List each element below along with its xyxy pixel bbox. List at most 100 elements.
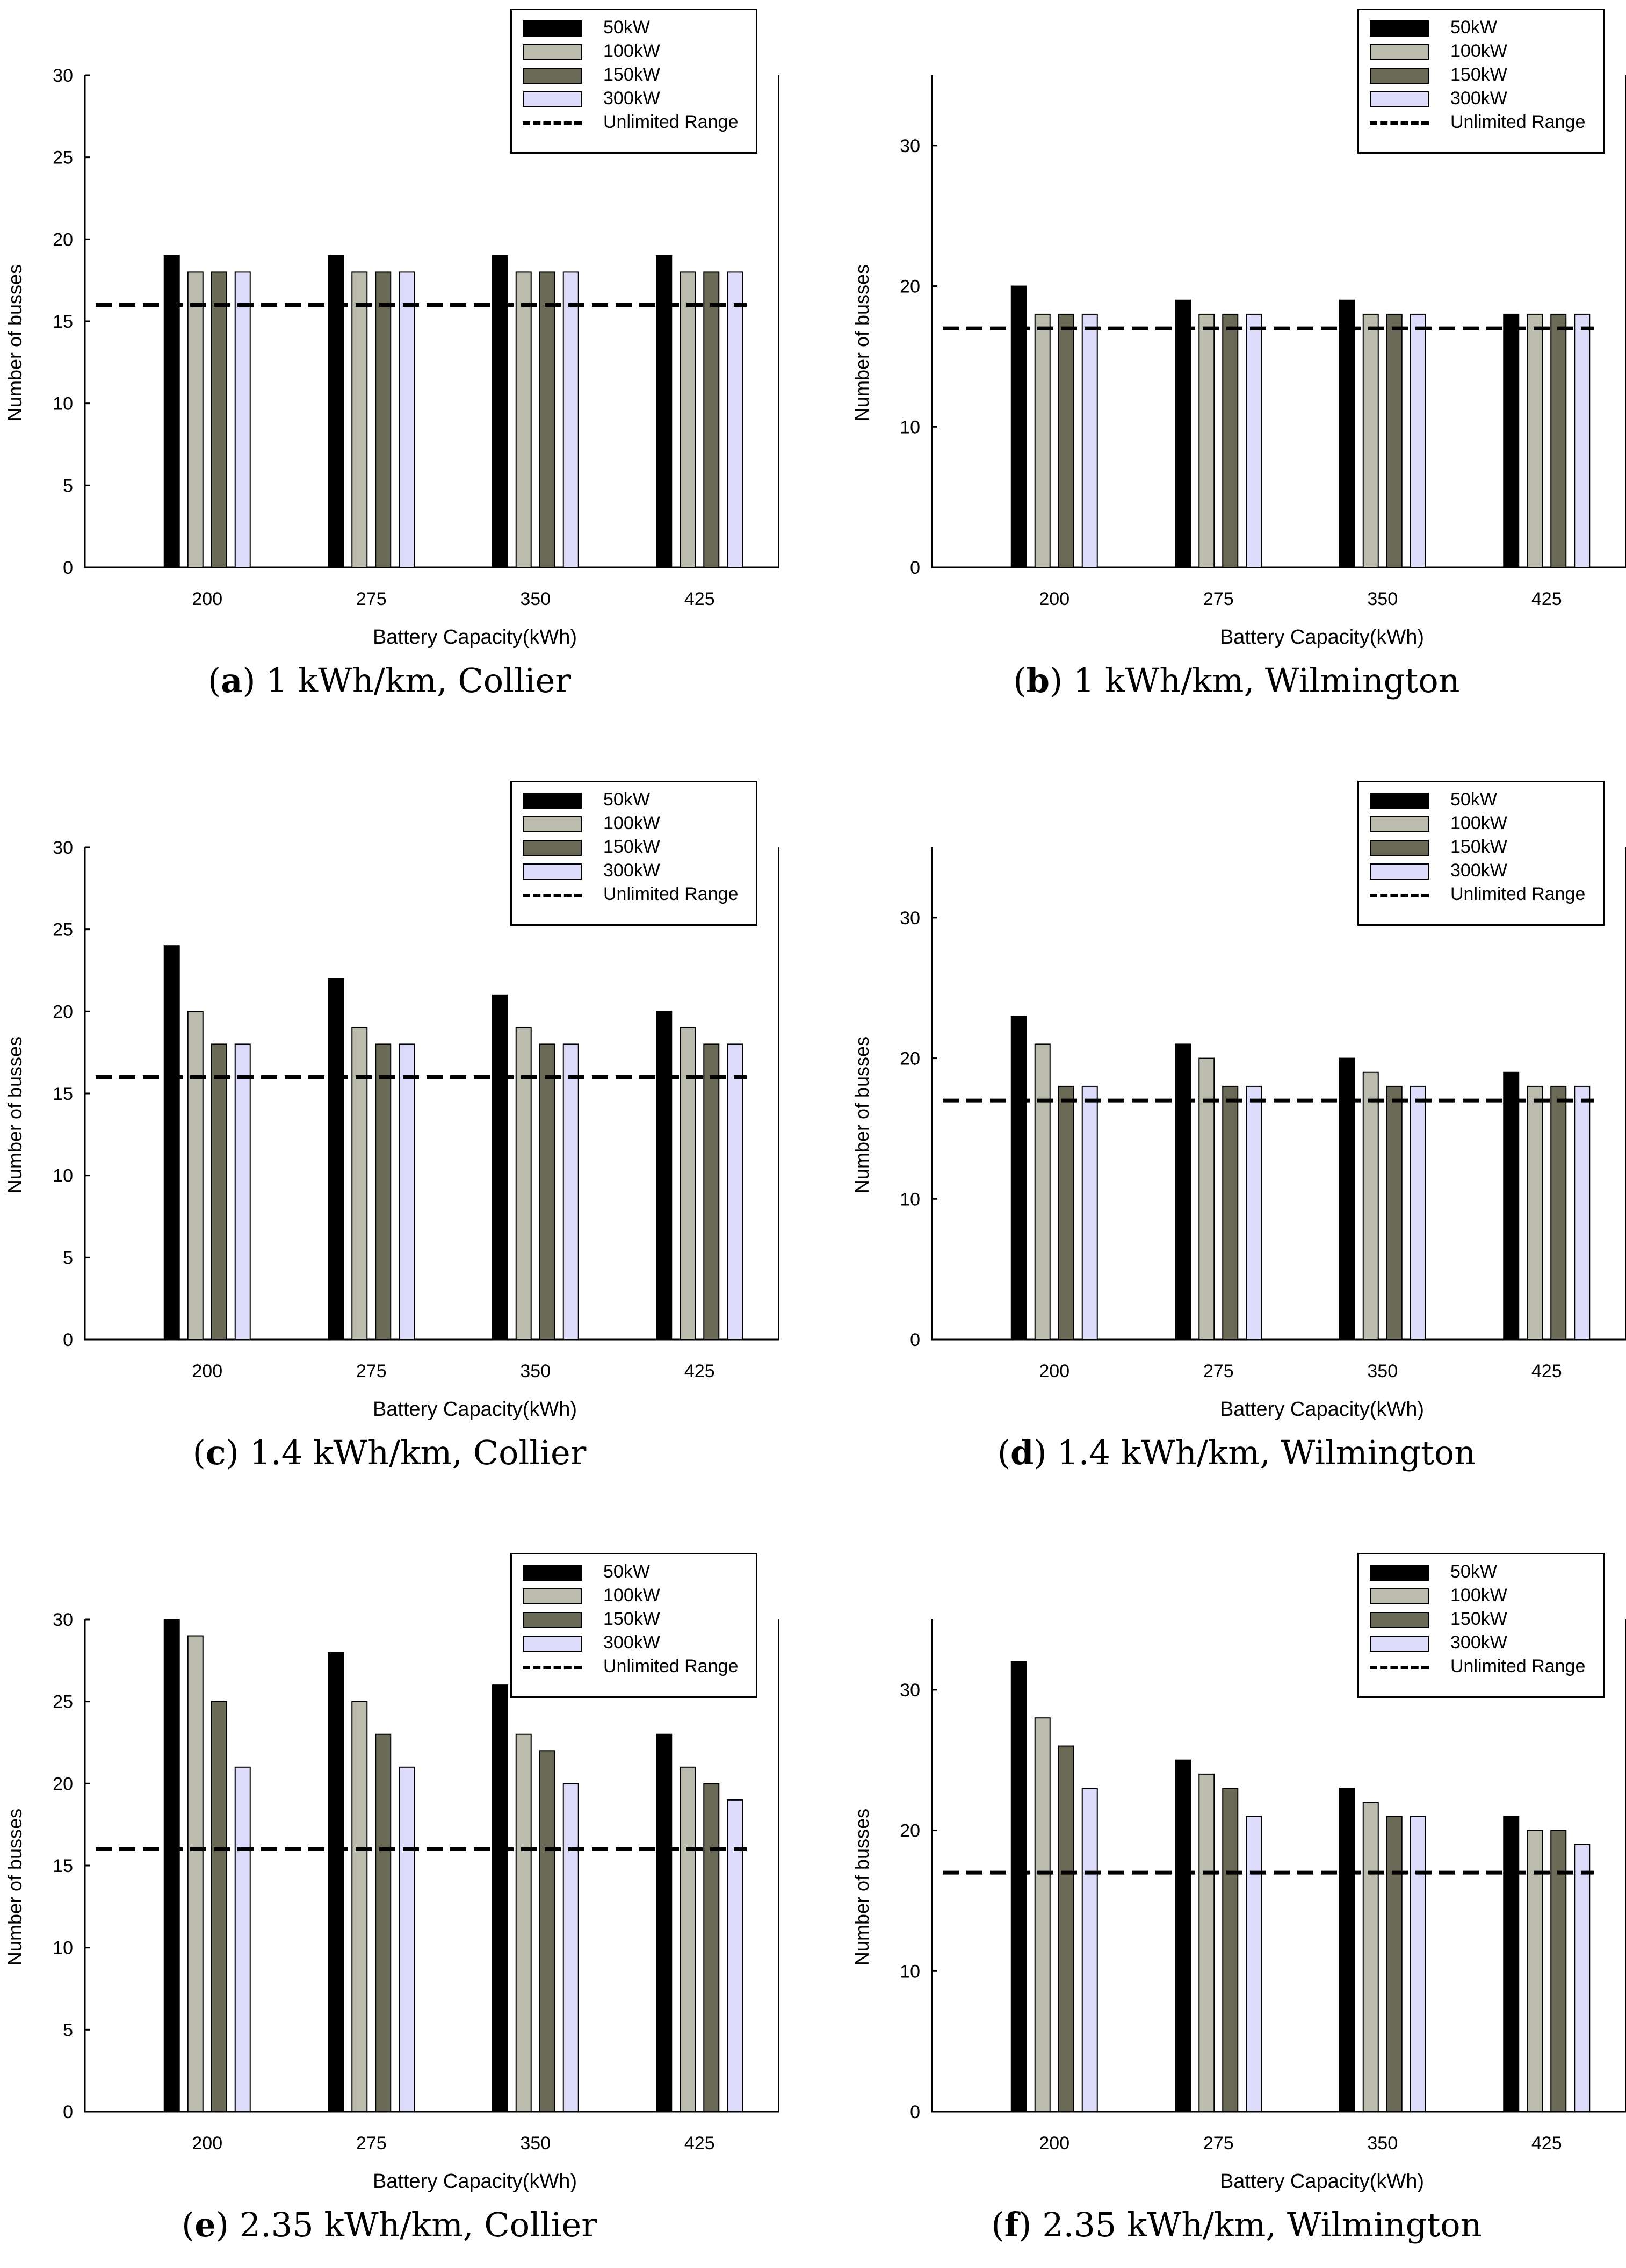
chart-svg-f: 0 10 20 30 Number of busses 200 275 350 425 Batte… xyxy=(851,1619,1626,2193)
y-tick-label: 0 xyxy=(63,2102,73,2122)
bar-300kW-200 xyxy=(1081,1085,1098,1341)
legend-swatch xyxy=(523,1612,582,1628)
legend-dash-line xyxy=(1370,121,1429,125)
y-axis-title: Number of busses xyxy=(4,1036,26,1193)
y-tick-label: 0 xyxy=(910,1330,920,1350)
bar-150kW-425 xyxy=(703,271,720,568)
x-tick-label: 200 xyxy=(192,1361,222,1381)
y-tick-label: 30 xyxy=(53,66,73,86)
legend-label: 50kW xyxy=(1450,789,1497,810)
legend-swatch xyxy=(1370,793,1429,809)
legend-label: 300kW xyxy=(1450,88,1507,109)
bar-100kW-275 xyxy=(1198,1057,1215,1340)
y-axis-title: Number of busses xyxy=(4,1809,26,1965)
legend-label: 300kW xyxy=(603,88,660,109)
chart-svg-a: 0 5 10 15 20 25 30 Number of busses 200 275 350 425… xyxy=(4,66,779,649)
x-tick-label: 275 xyxy=(1203,1361,1234,1381)
legend-swatch xyxy=(523,1588,582,1604)
bar-100kW-425 xyxy=(680,1027,696,1341)
legend-dash-line xyxy=(523,121,582,125)
bar-100kW-425 xyxy=(680,271,696,568)
legend-label: 300kW xyxy=(603,860,660,881)
caption-paren: ) xyxy=(215,2205,240,2244)
bar-300kW-425 xyxy=(727,271,743,568)
bar-150kW-350 xyxy=(1386,1085,1403,1341)
bar-100kW-275 xyxy=(351,1701,368,2112)
legend-label: 150kW xyxy=(603,837,660,857)
y-tick-label: 0 xyxy=(910,558,920,578)
bar-300kW-275 xyxy=(399,1766,415,2112)
legend-swatch xyxy=(1370,816,1429,832)
legend-item: 50kW xyxy=(512,17,756,40)
bar-50kW-275 xyxy=(1175,1043,1191,1340)
caption-text: 1 kWh/km, Wilmington xyxy=(1073,661,1460,700)
bar-50kW-200 xyxy=(163,945,180,1340)
bar-50kW-275 xyxy=(1175,299,1191,568)
caption-paren: ) xyxy=(1018,2205,1043,2244)
bar-50kW-350 xyxy=(1339,1788,1355,2112)
bar-50kW-425 xyxy=(1503,1071,1520,1340)
bar-100kW-275 xyxy=(351,271,368,568)
y-axis-title: Number of busses xyxy=(851,1809,873,1965)
x-tick-label: 350 xyxy=(1367,589,1398,609)
legend-swatch xyxy=(523,1565,582,1581)
bar-150kW-350 xyxy=(539,1043,555,1340)
caption-letter: e xyxy=(194,2205,216,2244)
x-tick-label: 350 xyxy=(520,589,551,609)
bar-150kW-200 xyxy=(1058,1745,1074,2112)
bar-150kW-350 xyxy=(539,271,555,568)
legend-item: 100kW xyxy=(512,1585,756,1608)
bar-150kW-275 xyxy=(375,1733,392,2112)
legend-label: Unlimited Range xyxy=(603,112,739,132)
bar-150kW-275 xyxy=(1222,1085,1239,1341)
bar-300kW-275 xyxy=(399,271,415,568)
x-axis-title: Battery Capacity(kWh) xyxy=(373,2170,577,2193)
panel-caption: (c) 1.4 kWh/km, Collier xyxy=(0,1433,779,1472)
y-tick-label: 30 xyxy=(53,838,73,858)
caption-paren: ) xyxy=(226,1433,250,1472)
y-tick-label: 20 xyxy=(53,1774,73,1794)
x-axis-title: Battery Capacity(kWh) xyxy=(1220,626,1424,649)
bar-50kW-425 xyxy=(656,255,673,568)
caption-letter: f xyxy=(1004,2205,1019,2244)
bar-300kW-425 xyxy=(1574,313,1591,568)
panel-caption: (d) 1.4 kWh/km, Wilmington xyxy=(847,1433,1626,1472)
legend-label: Unlimited Range xyxy=(603,1656,739,1676)
bar-300kW-200 xyxy=(1081,1788,1098,2112)
legend-label: 50kW xyxy=(1450,17,1497,38)
x-axis-title: Battery Capacity(kWh) xyxy=(1220,2170,1424,2193)
bar-300kW-425 xyxy=(727,1043,743,1340)
y-tick-label: 20 xyxy=(53,1002,73,1022)
bar-50kW-350 xyxy=(492,994,508,1340)
y-tick-label: 20 xyxy=(900,277,920,297)
bar-50kW-350 xyxy=(1339,299,1355,568)
x-tick-label: 425 xyxy=(684,1361,715,1381)
legend-swatch xyxy=(523,840,582,856)
y-tick-label: 15 xyxy=(53,1856,73,1876)
y-tick-label: 10 xyxy=(53,1166,73,1186)
panel-caption: (f) 2.35 kWh/km, Wilmington xyxy=(847,2205,1626,2244)
chart-svg-b: 0 10 20 30 Number of busses 200 275 350 425 Batte… xyxy=(851,75,1626,649)
bar-100kW-200 xyxy=(187,271,204,568)
bar-100kW-350 xyxy=(515,271,532,568)
caption-paren: ( xyxy=(997,1433,1011,1472)
caption-paren: ( xyxy=(1013,661,1027,700)
caption-letter: b xyxy=(1026,661,1050,700)
legend-label: 100kW xyxy=(603,813,660,833)
bar-300kW-425 xyxy=(1574,1844,1591,2112)
legend-label: 300kW xyxy=(1450,1632,1507,1653)
caption-text: 1 kWh/km, Collier xyxy=(266,661,571,700)
legend-swatch xyxy=(523,20,582,37)
legend-swatch xyxy=(1370,1636,1429,1652)
bar-50kW-350 xyxy=(492,255,508,568)
bar-150kW-350 xyxy=(539,1750,555,2112)
bar-50kW-350 xyxy=(492,1684,508,2112)
legend-swatch xyxy=(523,863,582,880)
bar-50kW-200 xyxy=(1010,1016,1027,1340)
bar-100kW-350 xyxy=(1362,1802,1379,2112)
legend-item: 300kW xyxy=(512,860,756,883)
bar-100kW-200 xyxy=(1034,313,1051,568)
legend: 50kW 100kW 150kW 300kW Unlimited Range xyxy=(510,9,757,154)
bar-300kW-350 xyxy=(1410,313,1426,568)
caption-paren: ) xyxy=(1034,1433,1058,1472)
